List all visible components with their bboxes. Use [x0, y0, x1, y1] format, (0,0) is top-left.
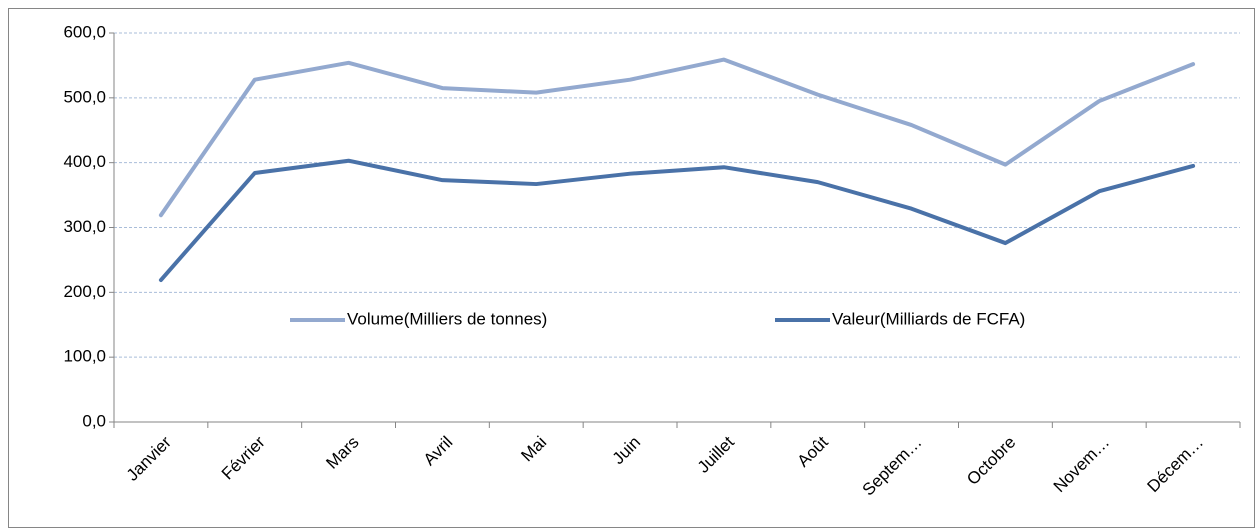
- y-tick-label: 500,0: [63, 87, 106, 106]
- y-tick-label: 300,0: [63, 217, 106, 236]
- series-line: [158, 57, 1196, 218]
- chart-border: [8, 8, 1255, 528]
- y-tick-label: 400,0: [63, 152, 106, 171]
- legend-label: Valeur(Milliards de FCFA): [832, 309, 1025, 328]
- y-tick-label: 600,0: [63, 22, 106, 41]
- y-tick-label: 0,0: [82, 411, 106, 430]
- series-line: [158, 158, 1196, 283]
- y-tick-label: 100,0: [63, 347, 106, 366]
- legend-label: Volume(Milliers de tonnes): [347, 309, 547, 328]
- y-tick-label: 200,0: [63, 282, 106, 301]
